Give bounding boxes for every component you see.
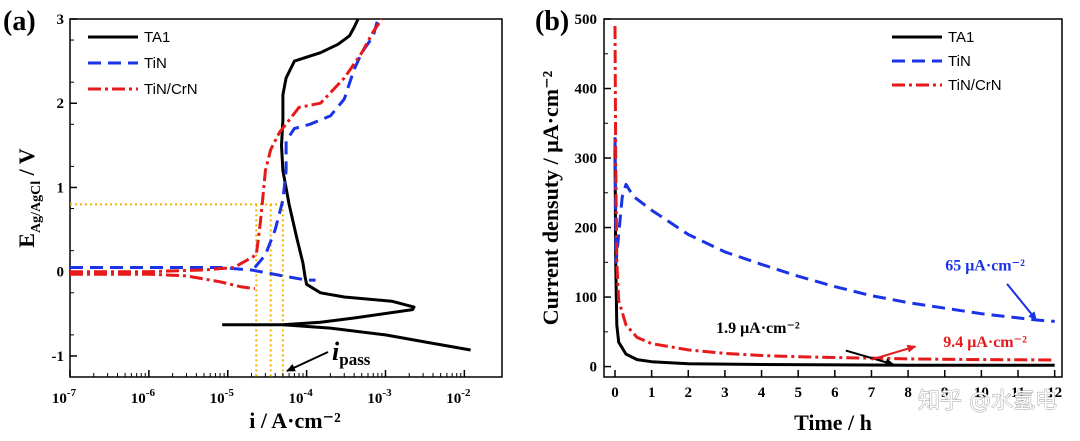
panel-b-ytick-label: 100 (575, 290, 598, 306)
series-a-ta1 (282, 323, 471, 352)
panel-b-xtick-label: 5 (794, 385, 802, 401)
legend-a-ta1-label: TA1 (144, 29, 170, 46)
panel-a-series (70, 18, 471, 352)
panel-a-ytick-label: 0 (57, 265, 65, 281)
panel-b-ytick-label: 500 (575, 12, 598, 28)
ipass-sub: pass (339, 350, 371, 369)
series-a-tincrn (70, 18, 384, 274)
panel-b-ylabel: Current densuty / μA·cm⁻² (538, 70, 563, 325)
legend-b-ta1-label: TA1 (948, 29, 974, 46)
series-a-tincrn (70, 272, 255, 291)
panel-a-ticks: 10-7 10-6 10-5 10-4 10-3 10-2 -1 0 1 2 3 (52, 12, 471, 407)
panel-b-xtick-label: 8 (904, 385, 912, 401)
panel-a-ytick-label: 3 (57, 12, 65, 28)
legend-a-tin-label: TiN (144, 55, 167, 72)
panel-a-ylabel-main: E (14, 233, 39, 248)
panel-a-xtick-label: 10-6 (131, 387, 156, 407)
panel-a-ylabel-sub: Ag/AgCl (29, 181, 44, 233)
panel-b-xlabel: Time / h (794, 410, 872, 435)
panel-a-ytick-label: -1 (52, 349, 65, 365)
ipass-annotation: ipass (286, 337, 371, 372)
panel-b-xtick-label: 0 (611, 385, 619, 401)
series-b-tincrn (613, 25, 1055, 362)
panel-b-xtick-label: 6 (831, 385, 839, 401)
annotation-label-ta1: 1.9 μA·cm⁻² (716, 320, 800, 337)
annotation-label-tincrn: 9.4 μA·cm⁻² (943, 334, 1027, 351)
panel-b-ytick-label: 200 (575, 221, 598, 237)
panel-a-label: (a) (3, 6, 36, 37)
annotation-arrow-tin (1006, 283, 1038, 321)
panel-a-ylabel: EAg/AgCl / V (14, 148, 44, 248)
panel-a-legend: TA1 TiN TiN/CrN (88, 29, 198, 98)
panel-a: (a) 10-7 10-6 10-5 10-4 10-3 10-2 -1 0 1 2 3 TA1 T… (3, 6, 503, 433)
panel-b-xtick-label: 1 (648, 385, 656, 401)
panel-b-annotations: 1.9 μA·cm⁻² 9.4 μA·cm⁻² 65 μA·cm⁻² (716, 258, 1038, 367)
panel-b-series (613, 25, 1055, 367)
panel-b-xtick-label: 2 (685, 385, 693, 401)
legend-b-tincrn-label: TiN/CrN (948, 77, 1002, 94)
watermark: 知乎 @水氢电 (918, 389, 1057, 414)
panel-b-xtick-label: 7 (868, 385, 876, 401)
annotation-arrow-ta1 (845, 349, 895, 367)
panel-a-ylabel-unit: / V (14, 148, 39, 181)
panel-a-xtick-label: 10-2 (446, 387, 471, 407)
panel-a-ytick-label: 1 (57, 180, 65, 196)
series-a-tin (253, 18, 380, 269)
panel-b-legend: TA1 TiN TiN/CrN (892, 29, 1002, 94)
panel-b-ytick-label: 400 (575, 82, 598, 98)
series-b-tin (613, 137, 1055, 323)
panel-a-guide-lines (70, 203, 284, 377)
panel-a-xlabel: i / A·cm⁻² (249, 408, 341, 433)
annotation-arrow-tincrn (871, 344, 917, 361)
panel-b-xtick-label: 12 (1047, 385, 1062, 401)
panel-a-frame (69, 18, 503, 378)
ipass-label: ipass (332, 337, 371, 369)
panel-b-xtick-label: 9 (941, 385, 949, 401)
ipass-arrow (286, 351, 329, 372)
series-a-ta1 (222, 18, 416, 327)
panel-a-ytick-label: 2 (57, 96, 65, 112)
panel-b-xtick-label: 11 (1011, 385, 1025, 401)
panel-a-xtick-label: 10-5 (210, 387, 235, 407)
legend-b-tin-label: TiN (948, 53, 971, 70)
panel-b-xtick-label: 10 (974, 385, 989, 401)
panel-a-xtick-label: 10-4 (289, 387, 314, 407)
panel-b-label: (b) (535, 6, 569, 37)
annotation-label-tin: 65 μA·cm⁻² (945, 258, 1025, 275)
ipass-main: i (332, 337, 340, 366)
panel-a-xtick-label: 10-7 (52, 387, 77, 407)
panel-a-xtick-label: 10-3 (367, 387, 392, 407)
panel-b-ytick-label: 300 (575, 151, 598, 167)
legend-a-tincrn-label: TiN/CrN (144, 81, 198, 98)
panel-b-frame (603, 18, 1063, 378)
panel-b-ytick-label: 0 (590, 360, 598, 376)
panel-b-xtick-label: 4 (758, 385, 766, 401)
panel-b-xtick-label: 3 (721, 385, 729, 401)
series-b-ta1 (613, 144, 1055, 367)
series-a-tin (70, 266, 316, 282)
